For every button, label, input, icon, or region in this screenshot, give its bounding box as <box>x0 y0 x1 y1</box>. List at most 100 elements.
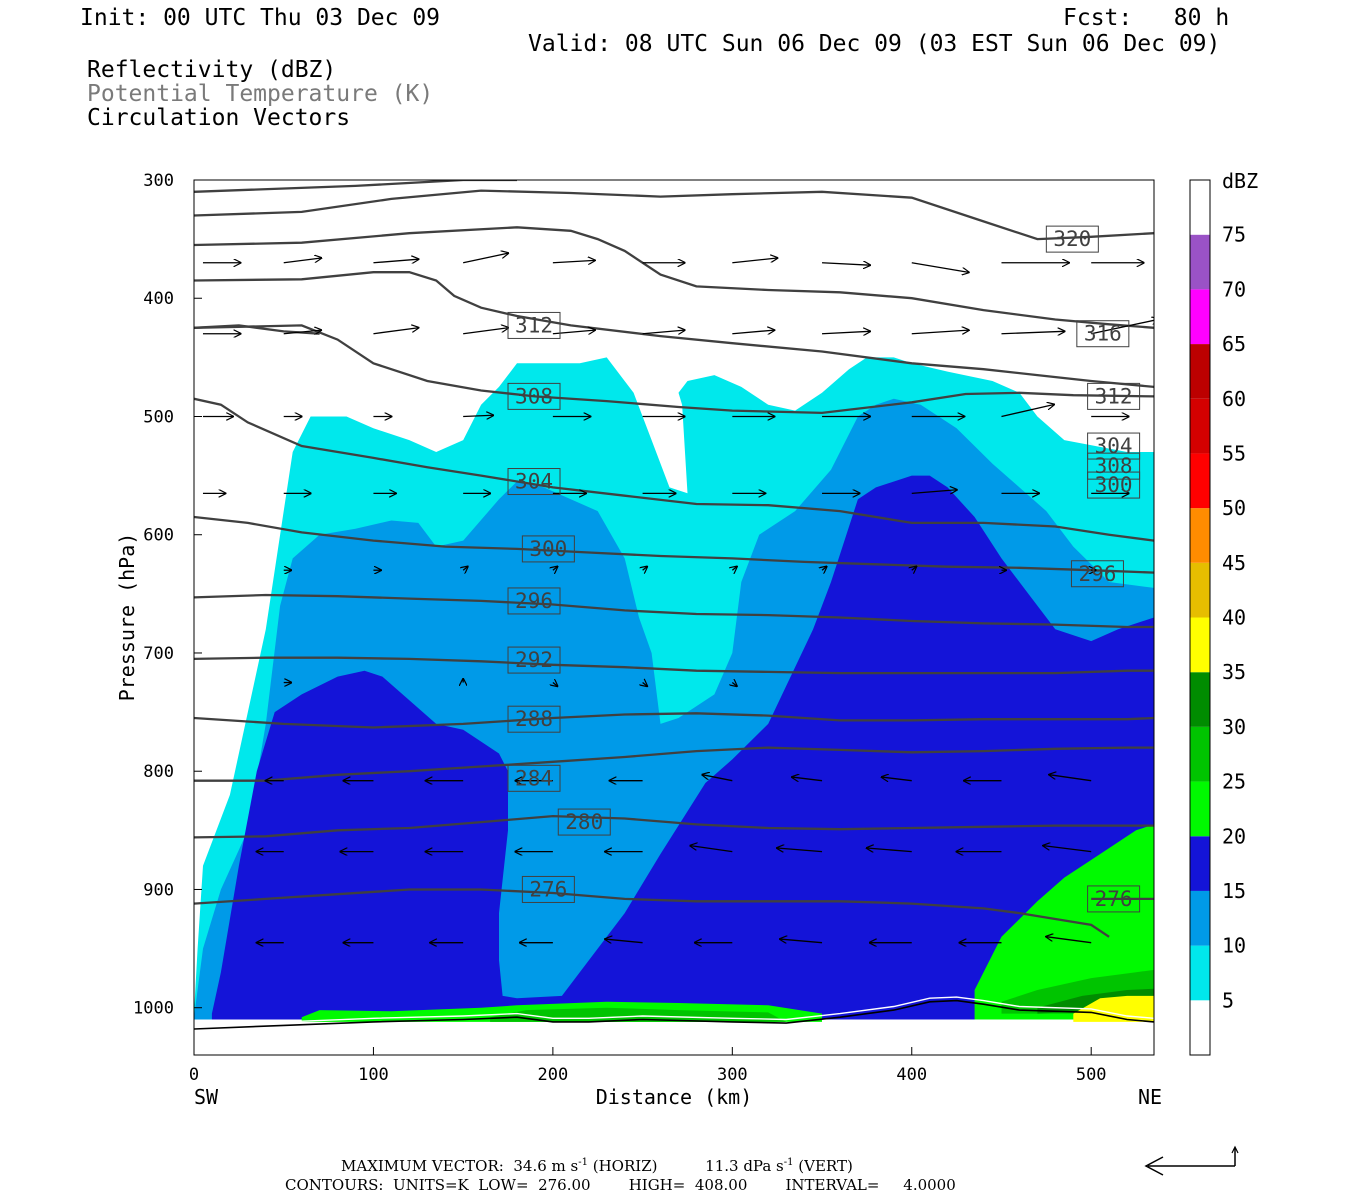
contour-label-box <box>1070 560 1124 588</box>
contour-label: 308 <box>515 384 553 408</box>
contour-label: 300 <box>529 537 567 561</box>
circulation-vector <box>732 330 774 334</box>
y-tick-label: 900 <box>143 880 174 900</box>
x-right-label: NE <box>1138 1085 1162 1109</box>
max-vector-text: MAXIMUM VECTOR: 34.6 m s-1 (HORIZ) 11.3 … <box>341 1157 853 1175</box>
contour-label: 296 <box>515 589 553 613</box>
contour-label: 288 <box>515 707 553 731</box>
theta-contour <box>194 746 1154 782</box>
x-tick-label: 400 <box>896 1065 927 1085</box>
circulation-vector <box>792 777 823 781</box>
contour-label: 276 <box>529 877 567 901</box>
reflectivity-region-20dbz <box>974 824 1154 1020</box>
circulation-vector <box>463 567 468 571</box>
contour-label: 280 <box>565 810 603 834</box>
circulation-vector <box>780 939 823 943</box>
reflectivity-region-35dbz <box>1073 995 1154 1022</box>
colorbar-level-label: 65 <box>1222 332 1246 356</box>
colorbar-level-label: 60 <box>1222 387 1246 411</box>
y-tick-label: 500 <box>143 407 174 427</box>
colorbar-frame <box>1189 179 1211 1056</box>
colorbar-swatch <box>1190 562 1210 618</box>
contour-label: 284 <box>515 766 553 790</box>
axes: 0 100 200 300 400 500 300 400 500 600 700 800 900 100… <box>133 171 1107 1085</box>
circulation-vector <box>732 258 777 264</box>
contour-label-box <box>507 382 561 410</box>
circulation-vector <box>777 848 823 852</box>
colorbar-level-label: 10 <box>1222 934 1246 958</box>
contour-label-box <box>1087 382 1141 410</box>
contour-label-box <box>521 535 575 563</box>
contour-label: 304 <box>1095 434 1133 458</box>
colorbar-level-label: 25 <box>1222 770 1246 794</box>
circulation-vector <box>1001 404 1054 418</box>
y-tick-label: 300 <box>143 171 174 191</box>
circulation-vector <box>642 330 685 334</box>
circulation-vector <box>373 259 418 263</box>
contour-label-box <box>507 764 561 792</box>
theta-contour <box>194 656 1154 675</box>
circulation-vector <box>690 846 733 853</box>
reflectivity-fill <box>194 357 1154 1022</box>
theta-contour <box>194 888 1110 938</box>
contour-label: 308 <box>1095 454 1133 478</box>
colorbar-swatch <box>1190 617 1210 673</box>
colorbar-level-label: 45 <box>1222 551 1246 575</box>
circulation-vector <box>553 683 558 687</box>
reference-vector-arrow <box>1144 1145 1239 1176</box>
circulation-vector <box>643 683 648 687</box>
y-axis-title: Pressure (hPa) <box>115 533 139 702</box>
circulation-vector <box>1049 775 1092 782</box>
x-tick-label: 500 <box>1076 1065 1107 1085</box>
title-line-3: Circulation Vectors <box>87 105 351 131</box>
ground-line-highlight <box>194 996 1154 1027</box>
contour-label: 300 <box>1095 473 1133 497</box>
reflectivity-region-15dbz <box>211 475 1154 1020</box>
circulation-vector <box>643 567 648 571</box>
circulation-vector <box>822 567 827 571</box>
circulation-vector <box>867 848 912 852</box>
contour-labels: 320 312 316 308 312 304 300 296 292 288 284 280 276 2… <box>507 225 1141 913</box>
circulation-vector <box>463 253 508 264</box>
contour-label: 316 <box>1084 322 1122 346</box>
contour-label: 312 <box>515 313 553 337</box>
circulation-vector <box>1046 937 1092 944</box>
circulation-vector <box>605 939 643 943</box>
contour-label-box <box>507 646 561 674</box>
init-time: Init: 00 UTC Thu 03 Dec 09 <box>80 5 441 31</box>
colorbar-swatch <box>1190 398 1210 454</box>
circulation-vector <box>373 328 418 335</box>
contour-label-box <box>507 705 561 733</box>
colorbar-swatch <box>1190 672 1210 727</box>
contours-info: CONTOURS: UNITS=K LOW= 276.00 HIGH= 408.… <box>285 1176 956 1194</box>
colorbar-level-label: 50 <box>1222 496 1246 520</box>
colorbar-swatch <box>1190 234 1210 290</box>
colorbar-unit: dBZ <box>1222 169 1258 193</box>
theta-contour <box>194 814 1154 839</box>
colorbar-swatch <box>1190 344 1210 399</box>
circulation-vector <box>702 775 733 782</box>
contour-label-box <box>507 311 561 339</box>
theta-contour <box>194 180 517 193</box>
contour-label: 292 <box>515 648 553 672</box>
title-line-2: Potential Temperature (K) <box>87 81 434 107</box>
contour-label: 304 <box>515 470 553 494</box>
forecast-hour: Fcst: 80 h <box>1063 5 1230 31</box>
contour-label-box <box>1076 320 1130 348</box>
circulation-vector <box>1001 331 1064 333</box>
circulation-vector <box>552 260 595 262</box>
colorbar-swatch <box>1190 890 1210 946</box>
colorbar-swatch <box>1190 726 1210 782</box>
colorbar-swatch <box>1190 945 1210 1001</box>
circulation-vectors <box>202 253 1154 944</box>
theta-contour <box>194 712 1154 729</box>
circulation-vector <box>1043 846 1092 853</box>
x-tick-label: 100 <box>358 1065 389 1085</box>
y-tick-label: 600 <box>143 526 174 546</box>
contour-label: 276 <box>1095 887 1133 911</box>
theta-contour <box>194 226 1154 329</box>
contour-label: 312 <box>1095 384 1133 408</box>
colorbar-swatch <box>1190 1000 1210 1055</box>
x-tick-label: 200 <box>538 1065 569 1085</box>
